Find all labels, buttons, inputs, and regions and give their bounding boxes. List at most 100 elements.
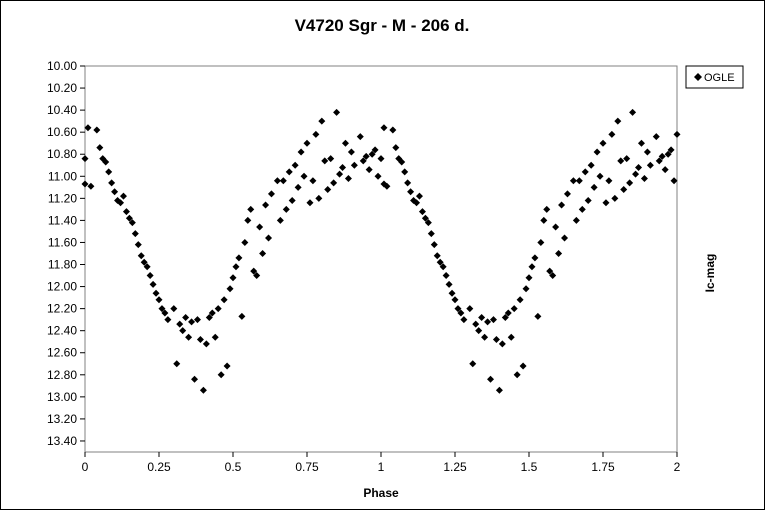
data-point xyxy=(611,194,619,202)
data-point xyxy=(344,174,352,182)
data-point xyxy=(489,316,497,324)
data-point xyxy=(451,296,459,304)
data-point xyxy=(214,305,222,313)
data-point xyxy=(131,230,139,238)
data-point xyxy=(374,172,382,180)
data-point xyxy=(161,309,169,317)
data-point xyxy=(404,179,412,187)
data-point xyxy=(445,280,453,288)
data-point xyxy=(300,172,308,180)
data-point xyxy=(492,336,500,344)
data-point xyxy=(652,133,660,141)
data-point xyxy=(448,289,456,297)
data-point xyxy=(540,216,548,224)
data-point xyxy=(623,155,631,163)
data-point xyxy=(330,179,338,187)
data-point xyxy=(380,124,388,132)
data-point xyxy=(327,155,335,163)
data-point xyxy=(454,305,462,313)
x-tick-label: 0 xyxy=(82,460,89,474)
data-point xyxy=(371,146,379,154)
data-point xyxy=(185,333,193,341)
data-point xyxy=(108,179,116,187)
data-point xyxy=(256,223,264,231)
data-point xyxy=(436,258,444,266)
data-point xyxy=(534,312,542,320)
data-point xyxy=(501,313,509,321)
data-point xyxy=(276,216,284,224)
data-point xyxy=(575,177,583,185)
data-point xyxy=(336,170,344,178)
data-point xyxy=(614,117,622,125)
data-point xyxy=(569,177,577,185)
data-point xyxy=(235,254,243,262)
data-point xyxy=(587,161,595,169)
data-point xyxy=(640,174,648,182)
data-point xyxy=(202,340,210,348)
data-point xyxy=(350,161,358,169)
x-tick-label: 0.75 xyxy=(295,460,319,474)
data-point xyxy=(84,124,92,132)
data-point xyxy=(188,318,196,326)
data-point xyxy=(365,166,373,174)
data-point xyxy=(211,333,219,341)
data-point xyxy=(469,360,477,368)
data-point xyxy=(590,183,598,191)
data-point xyxy=(602,199,610,207)
data-point xyxy=(288,197,296,205)
data-point xyxy=(341,139,349,147)
data-point xyxy=(584,197,592,205)
data-point xyxy=(563,190,571,198)
data-point xyxy=(368,150,376,158)
data-point xyxy=(664,150,672,158)
data-point xyxy=(339,163,347,171)
data-point xyxy=(383,182,391,190)
data-point xyxy=(321,157,329,165)
data-point xyxy=(513,371,521,379)
data-point xyxy=(125,214,133,222)
data-point xyxy=(507,333,515,341)
data-point xyxy=(291,161,299,169)
data-point xyxy=(170,305,178,313)
x-tick-label: 1.25 xyxy=(443,460,467,474)
x-axis-label: Phase xyxy=(363,486,399,500)
data-point xyxy=(472,320,480,328)
data-point xyxy=(572,216,580,224)
legend-label: OGLE xyxy=(704,72,735,84)
y-tick-label: 10.60 xyxy=(47,125,77,139)
data-point xyxy=(495,386,503,394)
data-point xyxy=(581,168,589,176)
data-point xyxy=(439,263,447,271)
legend-diamond-icon xyxy=(694,73,702,81)
data-point xyxy=(241,238,249,246)
data-point xyxy=(220,296,228,304)
data-point xyxy=(232,263,240,271)
data-point xyxy=(546,267,554,275)
data-point xyxy=(552,223,560,231)
data-point xyxy=(578,205,586,213)
data-point xyxy=(549,272,557,280)
data-point xyxy=(389,126,397,134)
data-point xyxy=(199,386,207,394)
data-point xyxy=(430,241,438,249)
y-tick-label: 11.40 xyxy=(48,213,77,227)
data-point xyxy=(191,375,199,383)
data-point xyxy=(244,216,252,224)
data-point xyxy=(424,219,432,227)
data-point xyxy=(309,177,317,185)
data-point xyxy=(247,205,255,213)
data-point xyxy=(667,146,675,154)
data-point xyxy=(182,313,190,321)
y-tick-label: 11.80 xyxy=(48,258,77,272)
data-point xyxy=(415,192,423,200)
y-tick-label: 12.00 xyxy=(47,280,77,294)
data-point xyxy=(421,214,429,222)
data-point xyxy=(407,188,415,196)
data-point xyxy=(96,144,104,152)
x-tick-label: 0.5 xyxy=(225,460,242,474)
data-point xyxy=(392,144,400,152)
data-point xyxy=(102,158,110,166)
data-point xyxy=(617,157,625,165)
x-tick-label: 2 xyxy=(674,460,681,474)
data-point xyxy=(146,272,154,280)
